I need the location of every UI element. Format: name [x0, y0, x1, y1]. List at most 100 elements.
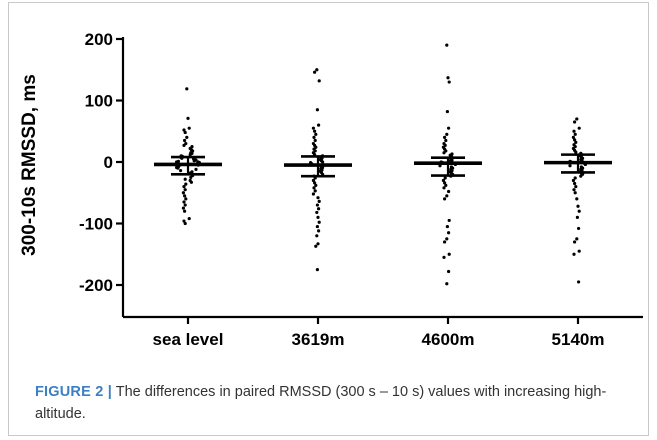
data-point: [179, 169, 183, 173]
data-point: [576, 204, 580, 208]
data-point: [315, 268, 319, 272]
data-point: [573, 191, 577, 195]
data-point: [444, 138, 448, 143]
data-point: [183, 177, 187, 181]
data-point: [315, 203, 319, 207]
data-point: [313, 181, 317, 185]
data-point: [445, 132, 449, 136]
data-point: [315, 210, 319, 215]
data-point: [314, 132, 318, 136]
y-tick-label: 200: [85, 30, 113, 49]
axes: 200 100 0 -100 -200 sea level 3619m 4600m 5140m: [79, 30, 643, 349]
data-point: [571, 135, 576, 139]
summary-bars: [154, 153, 612, 178]
data-point: [442, 186, 446, 190]
data-point: [443, 176, 447, 180]
data-point: [445, 282, 449, 286]
data-point: [575, 215, 580, 219]
data-point: [314, 244, 318, 248]
data-point: [574, 185, 578, 189]
data-point: [572, 252, 576, 256]
x-tick-label: 4600m: [422, 330, 475, 349]
data-point: [571, 178, 576, 183]
data-point: [317, 199, 321, 203]
data-point: [572, 188, 576, 192]
data-point: [579, 174, 583, 178]
data-point: [445, 237, 449, 241]
data-point: [574, 140, 578, 144]
data-point: [312, 186, 316, 190]
data-point: [315, 234, 319, 238]
data-point: [575, 117, 579, 121]
data-point: [316, 215, 320, 219]
data-point: [183, 209, 187, 213]
data-point: [311, 192, 315, 196]
data-point: [183, 130, 187, 135]
data-point: [572, 129, 576, 133]
data-point: [313, 129, 317, 133]
data-point: [446, 76, 450, 80]
data-point: [316, 242, 320, 246]
data-point: [314, 183, 318, 187]
data-point: [183, 221, 187, 226]
data-point: [185, 135, 189, 139]
y-tick-label: 100: [85, 92, 113, 111]
data-point: [447, 231, 451, 235]
data-point: [186, 116, 190, 120]
x-tick-label: sea level: [153, 330, 224, 349]
data-point: [445, 224, 449, 229]
data-point: [443, 135, 447, 139]
data-point: [573, 240, 577, 244]
x-tick-label: 3619m: [292, 330, 345, 349]
data-point: [441, 178, 445, 183]
data-point: [183, 194, 187, 198]
data-point: [182, 143, 186, 147]
y-tick-label: -200: [79, 276, 113, 295]
data-point: [182, 128, 186, 132]
data-point: [187, 216, 191, 221]
figure-caption: FIGURE 2 | The differences in paired RMS…: [35, 381, 635, 425]
data-point: [313, 138, 317, 143]
data-point: [443, 197, 447, 201]
data-point: [311, 126, 315, 130]
data-point: [192, 159, 196, 163]
data-point: [447, 269, 451, 274]
data-point: [317, 207, 321, 211]
data-point: [447, 126, 451, 130]
data-point: [315, 224, 319, 229]
data-point: [447, 189, 451, 194]
figure-label: FIGURE 2 |: [35, 384, 112, 400]
x-tick-label: 5140m: [552, 330, 605, 349]
data-point: [573, 120, 577, 124]
data-point: [184, 182, 188, 186]
data-point: [442, 151, 446, 155]
data-point: [577, 226, 581, 231]
data-point: [445, 43, 449, 47]
data-point: [317, 123, 321, 127]
data-points: [175, 43, 588, 286]
data-point: [317, 229, 321, 233]
data-point: [181, 191, 185, 195]
data-point: [316, 196, 320, 200]
y-tick-label: 0: [104, 153, 113, 172]
data-point: [182, 200, 186, 204]
data-point: [317, 79, 321, 83]
data-point: [313, 189, 317, 193]
data-point: [194, 167, 198, 171]
data-point: [574, 150, 578, 154]
data-point: [577, 249, 581, 253]
data-point: [577, 126, 581, 130]
data-point: [573, 132, 577, 136]
data-point: [185, 87, 189, 91]
data-point: [573, 176, 577, 180]
data-point: [447, 252, 451, 256]
data-point: [577, 280, 581, 284]
figure-frame: 200 100 0 -100 -200 sea level 3619m 4600m 5140m …: [8, 2, 649, 436]
data-point: [315, 68, 319, 72]
data-point: [315, 108, 319, 112]
data-point: [443, 240, 447, 244]
data-point: [182, 185, 186, 189]
data-point: [313, 70, 317, 74]
data-point: [447, 218, 451, 223]
